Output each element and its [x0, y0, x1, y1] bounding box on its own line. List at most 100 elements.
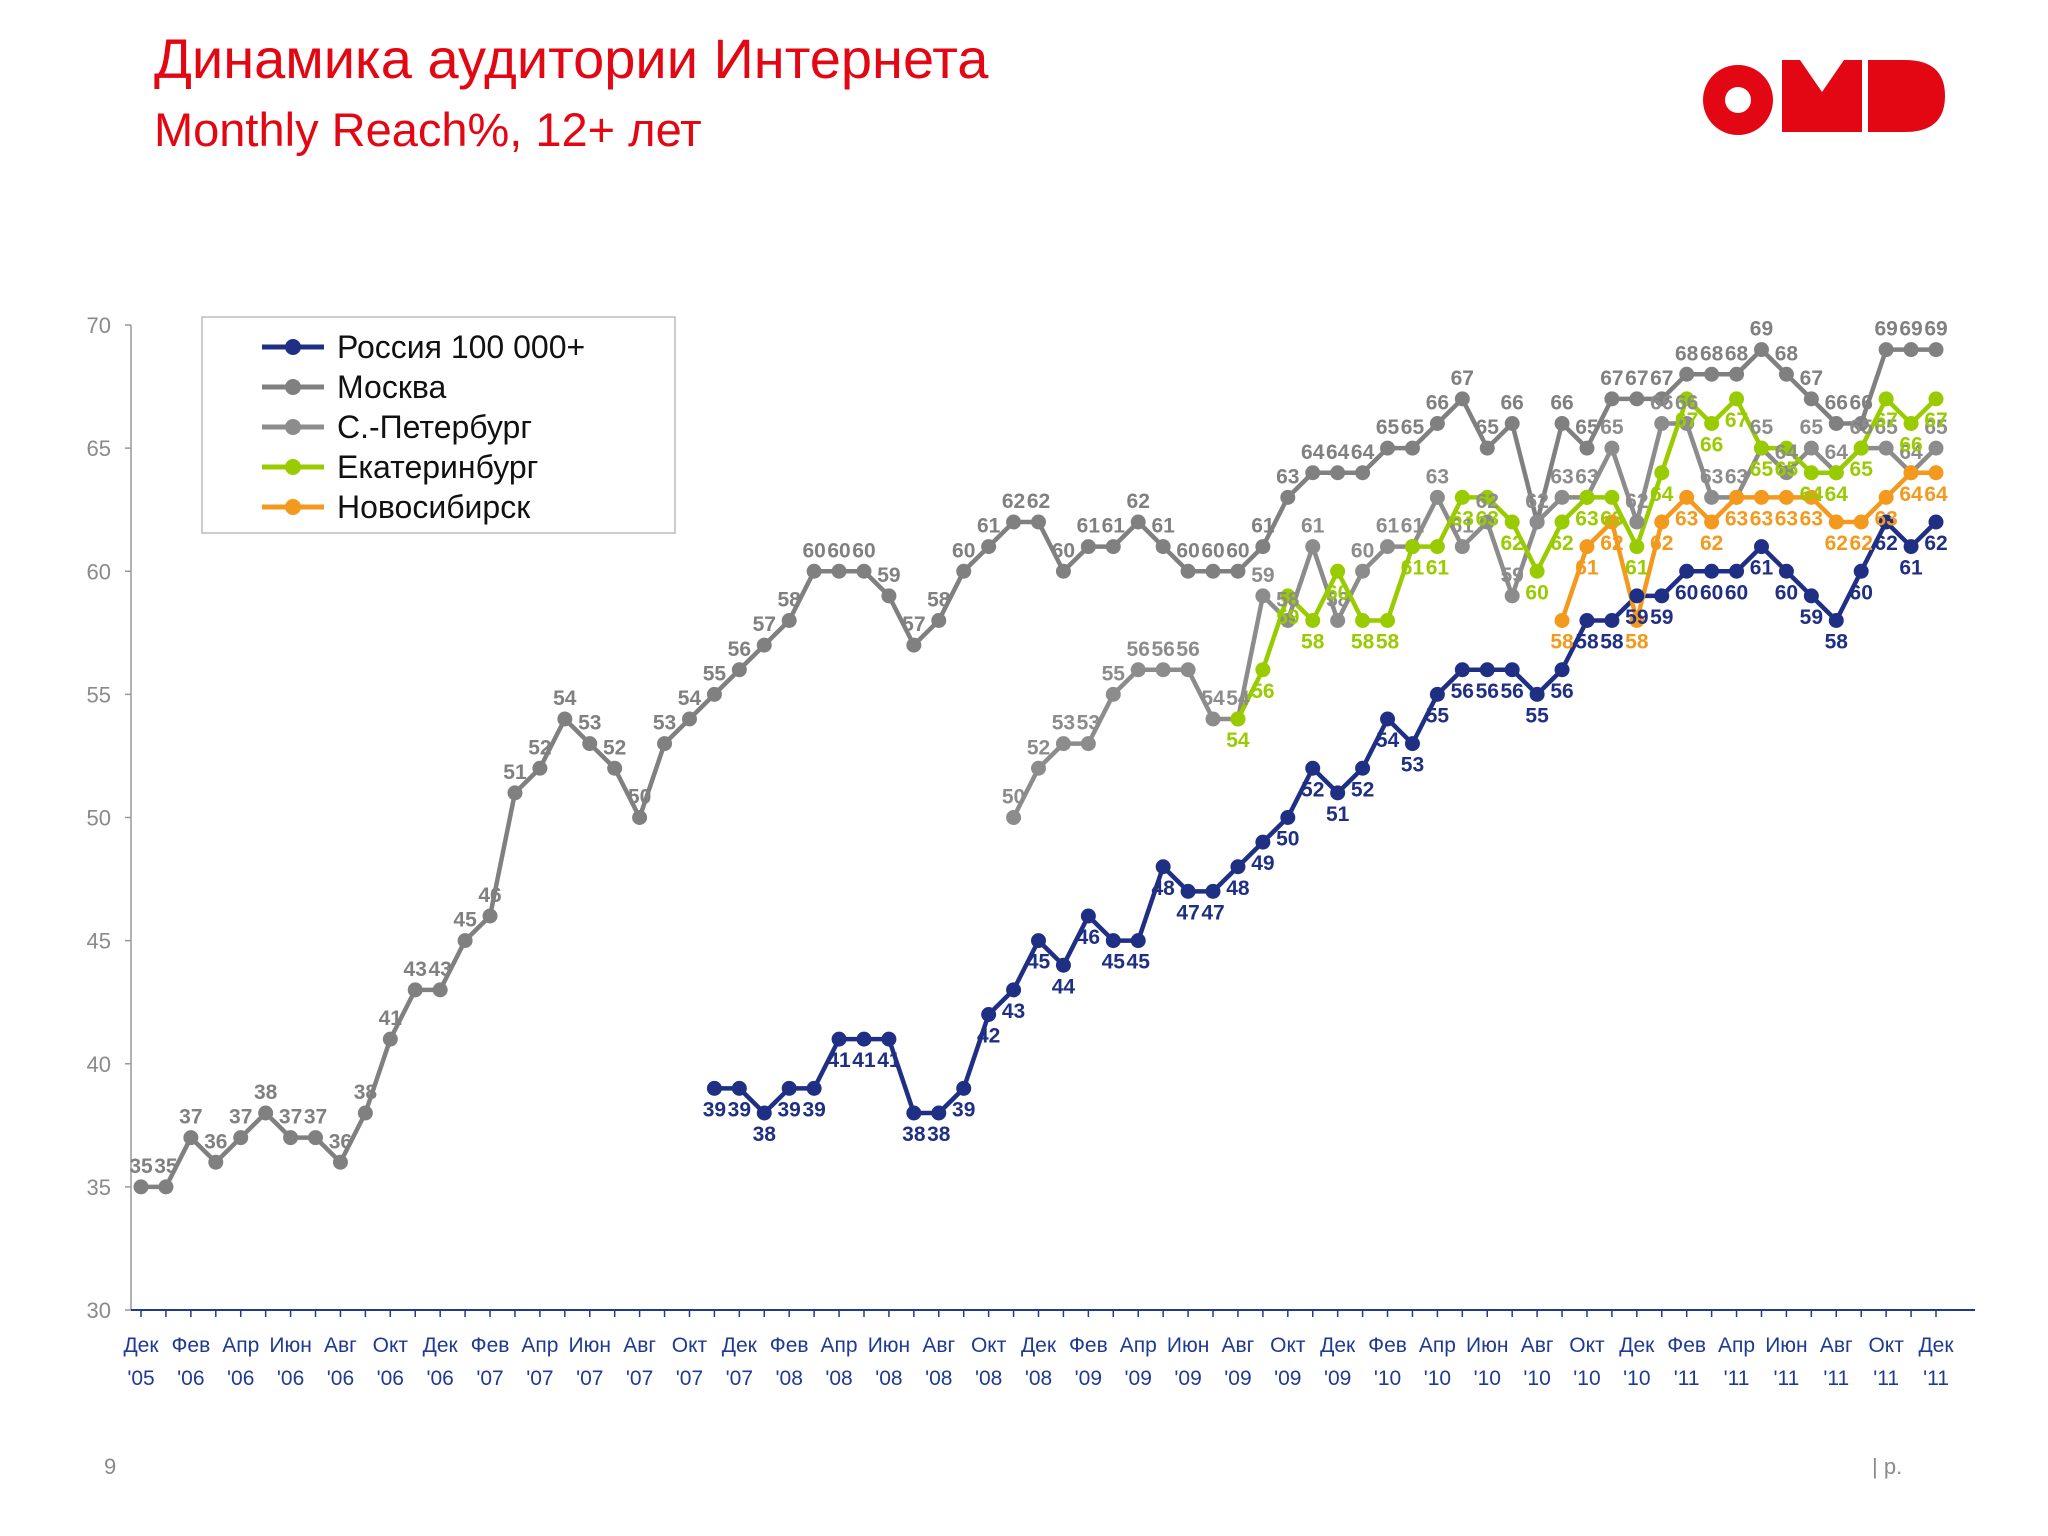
data-label: 59	[1800, 606, 1823, 629]
marker	[1080, 539, 1096, 555]
data-label: 62	[1550, 532, 1573, 555]
marker	[1380, 440, 1396, 456]
data-label: 61	[1451, 515, 1475, 538]
marker	[1753, 539, 1769, 555]
data-label: 43	[404, 958, 427, 981]
y-tick-label: 45	[87, 929, 111, 954]
marker	[1055, 563, 1071, 579]
marker	[382, 1031, 398, 1047]
marker	[1305, 613, 1321, 628]
marker	[1529, 563, 1545, 579]
data-label: 51	[1326, 803, 1350, 826]
data-label: 61	[977, 515, 1001, 538]
data-label: 64	[1800, 483, 1824, 506]
data-label: 60	[1850, 581, 1873, 604]
data-label: 60	[1700, 581, 1723, 604]
data-label: 53	[1052, 712, 1075, 735]
marker	[1105, 539, 1121, 555]
marker	[1853, 440, 1869, 456]
x-tick-label: Дек '11	[1918, 1334, 1954, 1390]
data-label: 37	[179, 1106, 202, 1129]
marker	[1654, 416, 1670, 431]
data-label: 56	[1550, 680, 1573, 703]
marker	[1778, 489, 1794, 505]
x-tick-label: Фев '09	[1069, 1334, 1108, 1390]
x-tick-label: Июн '08	[868, 1334, 910, 1390]
data-label: 61	[1401, 557, 1425, 580]
marker	[208, 1154, 224, 1170]
data-label: 49	[1251, 852, 1274, 875]
marker	[1130, 933, 1146, 949]
marker	[1006, 810, 1022, 825]
marker	[1554, 514, 1570, 530]
data-label: 66	[1850, 392, 1873, 415]
data-label: 68	[1700, 342, 1724, 365]
marker	[1404, 736, 1420, 752]
data-label: 39	[703, 1098, 726, 1121]
marker	[756, 637, 772, 653]
data-label: 54	[553, 687, 577, 710]
marker	[158, 1179, 174, 1195]
data-label: 52	[603, 736, 626, 759]
data-label: 61	[1376, 515, 1400, 538]
x-tick-label: Окт '08	[971, 1334, 1007, 1390]
data-label: 56	[1127, 638, 1150, 661]
x-tick-label: Фев '08	[770, 1334, 809, 1390]
marker	[1305, 760, 1321, 776]
data-label: 62	[1825, 532, 1848, 555]
data-label: 64	[1301, 441, 1325, 464]
x-tick-label: Фев '11	[1667, 1334, 1706, 1390]
marker	[1729, 563, 1745, 579]
x-tick-label: Июн '06	[269, 1334, 311, 1390]
data-label: 58	[1625, 631, 1649, 654]
data-label: 39	[802, 1098, 825, 1121]
data-label: 60	[1775, 581, 1798, 604]
x-tick-label: Авг '10	[1521, 1334, 1554, 1390]
marker	[1778, 366, 1794, 382]
marker	[1155, 662, 1171, 678]
data-label: 41	[827, 1049, 851, 1072]
marker	[981, 539, 997, 555]
marker	[1803, 391, 1819, 407]
data-label: 56	[1251, 680, 1274, 703]
data-label: 55	[1102, 662, 1126, 685]
marker	[1330, 785, 1346, 801]
data-label: 55	[703, 662, 727, 685]
data-label: 53	[1077, 712, 1100, 735]
marker	[332, 1154, 348, 1170]
data-label: 60	[1525, 581, 1548, 604]
marker	[1554, 662, 1570, 678]
data-label: 45	[453, 909, 477, 932]
data-label: 37	[304, 1106, 327, 1129]
x-tick-label: Апр '08	[821, 1334, 858, 1390]
marker	[1504, 588, 1520, 604]
marker	[258, 1105, 274, 1121]
data-label: 63	[1451, 507, 1474, 530]
data-label: 60	[1725, 581, 1748, 604]
data-label: 37	[229, 1106, 252, 1129]
marker	[1280, 613, 1296, 628]
data-label: 65	[1874, 416, 1898, 439]
marker	[881, 1031, 897, 1047]
data-label: 54	[1201, 687, 1225, 710]
data-label: 63	[1675, 507, 1698, 530]
y-tick-label: 35	[87, 1175, 111, 1200]
marker	[1828, 416, 1844, 431]
data-label: 61	[1077, 515, 1101, 538]
marker	[1629, 514, 1645, 530]
data-label: 59	[1501, 564, 1524, 587]
marker	[1429, 686, 1445, 702]
marker	[1355, 760, 1371, 776]
marker	[1006, 514, 1022, 530]
marker	[1903, 342, 1919, 358]
x-tick-label: Фев '07	[471, 1334, 510, 1390]
legend-marker	[285, 419, 301, 435]
marker	[1031, 760, 1046, 776]
marker	[1330, 563, 1346, 579]
x-tick-label: Окт '09	[1270, 1334, 1306, 1390]
marker	[1654, 465, 1670, 481]
marker	[806, 1080, 822, 1096]
marker	[1778, 465, 1794, 481]
marker	[657, 736, 673, 752]
data-label: 63	[1750, 507, 1773, 530]
